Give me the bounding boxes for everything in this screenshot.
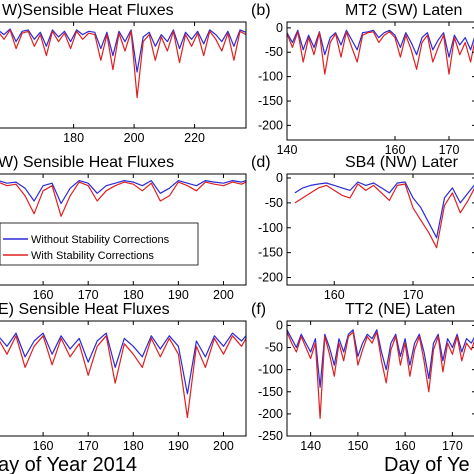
panel-b-title: MT2 (SW) Laten — [345, 2, 462, 19]
panel-f-series-with-line — [286, 331, 474, 419]
panel-b-label: (b) — [251, 2, 271, 19]
panel-d-series-with-line — [294, 183, 474, 249]
panel-f-y-tick-label: -250 — [258, 429, 283, 443]
panel-b: 140 160 170 0 -50 -100 -150 -200 — [258, 21, 474, 157]
legend-without-label: Without Stability Corrections — [31, 234, 170, 246]
panel-d-label: (d) — [251, 154, 271, 171]
panel-a-series-with-line — [0, 29, 247, 99]
panel-a-series-without-line — [0, 28, 247, 73]
panel-f: 140 150 160 170 0 -50 -100 -150 -200 -250 — [258, 318, 474, 453]
panel-e-title: E) Sensible Heat Fluxes — [0, 301, 170, 318]
panel-c-x-tick-label: 180 — [123, 288, 144, 302]
panel-a-x-tick-label: 220 — [184, 131, 205, 145]
panel-b-y-tick-label: -200 — [258, 118, 283, 132]
panel-f-title: TT2 (NE) Laten — [345, 301, 455, 318]
panel-c-x-tick-label: 170 — [78, 288, 99, 302]
panel-f-x-tick-label: 160 — [395, 439, 416, 453]
panel-c: 160 170 180 190 200 — [0, 173, 247, 302]
panel-a-x-tick-label: 200 — [124, 131, 145, 145]
panel-b-y-tick-label: -100 — [258, 70, 283, 84]
panel-c-frame — [0, 173, 247, 286]
panel-b-y-tick-label: -50 — [265, 45, 283, 59]
panel-c-x-tick-label: 190 — [168, 288, 189, 302]
panel-f-x-tick-label: 170 — [442, 439, 463, 453]
panel-f-series-without-line — [286, 329, 474, 388]
panel-e-frame — [0, 320, 247, 437]
panel-b-x-tick-label: 140 — [277, 143, 298, 157]
panel-b-x-tick-label: 170 — [439, 143, 460, 157]
legend-box — [0, 222, 199, 266]
panel-d: 160 170 0 -50 -100 -150 -200 — [258, 171, 474, 302]
panel-d-x-tick-label: 170 — [403, 288, 424, 302]
legend-with-label: With Stability Corrections — [31, 250, 154, 262]
panel-c-x-tick-label: 160 — [33, 288, 54, 302]
panel-a-title: W)Sensible Heat Fluxes — [2, 2, 174, 19]
panel-f-frame — [286, 320, 474, 437]
panel-e-x-tick-label: 190 — [168, 439, 189, 453]
panel-d-y-tick-label: -200 — [258, 271, 283, 285]
panel-e-x-tick-label: 200 — [213, 439, 234, 453]
panel-a-frame — [0, 21, 247, 129]
panel-d-y-tick-label: -50 — [265, 196, 283, 210]
panel-f-y-tick-label: -100 — [258, 363, 283, 377]
panel-f-y-tick-label: -150 — [258, 385, 283, 399]
panel-d-y-tick-label: -100 — [258, 221, 283, 235]
panel-e-x-tick-label: 180 — [123, 439, 144, 453]
panel-e-x-tick-label: 170 — [78, 439, 99, 453]
panel-d-y-tick-label: -150 — [258, 246, 283, 260]
panel-f-x-tick-label: 150 — [347, 439, 368, 453]
panel-c-x-tick-label: 200 — [213, 288, 234, 302]
panel-d-title: SB4 (NW) Later — [345, 154, 459, 171]
panel-c-title: W) Sensible Heat Fluxes — [0, 154, 174, 171]
panel-f-y-tick-label: 0 — [276, 318, 283, 332]
legend: Without Stability Corrections With Stabi… — [0, 222, 199, 266]
panel-a-x-tick-label: 180 — [63, 131, 84, 145]
x-axis-label-right: Day of Ye — [384, 454, 470, 474]
panel-f-x-tick-label: 140 — [300, 439, 321, 453]
panel-d-x-tick-label: 160 — [324, 288, 345, 302]
panel-b-series-with-line — [286, 31, 474, 75]
panel-f-y-tick-label: -200 — [258, 407, 283, 421]
panel-e: 160 170 180 190 200 — [0, 320, 247, 453]
panel-b-x-tick-label: 160 — [385, 143, 406, 157]
panel-d-y-tick-label: 0 — [276, 171, 283, 185]
panel-c-series-without-line — [0, 180, 247, 205]
x-axis-label-left: ay of Year 2014 — [0, 454, 137, 474]
panel-e-x-tick-label: 160 — [33, 439, 54, 453]
panel-c-series-with-line — [0, 181, 247, 217]
panel-f-label: (f) — [251, 301, 266, 318]
panel-e-series-without-line — [0, 332, 247, 395]
panel-b-y-tick-label: 0 — [276, 21, 283, 35]
panel-e-series-with-line — [0, 335, 247, 419]
panel-f-y-tick-label: -50 — [265, 341, 283, 355]
panel-b-y-tick-label: -150 — [258, 94, 283, 108]
panel-d-frame — [286, 173, 474, 286]
panel-a: 180 200 220 — [0, 21, 247, 145]
panel-b-frame — [286, 21, 474, 141]
panel-d-series-without-line — [294, 181, 474, 239]
